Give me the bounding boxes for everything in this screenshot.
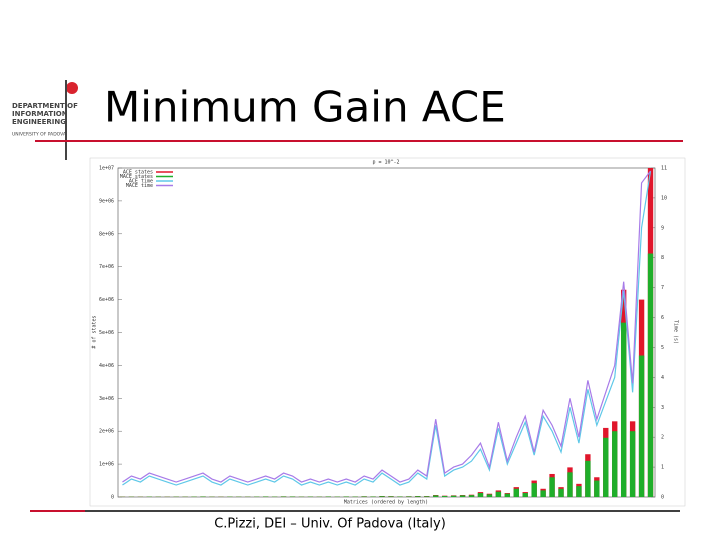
bar [406, 496, 411, 497]
bar [469, 495, 474, 497]
bar [585, 461, 590, 497]
slide-title: Minimum Gain ACE [104, 83, 506, 132]
bar [442, 496, 447, 497]
logo-text: ENGINEERING [12, 118, 66, 126]
bar [531, 483, 536, 497]
y2-tick-label: 10 [661, 195, 667, 201]
bar [567, 472, 572, 497]
y-tick-label: 1e+07 [99, 166, 114, 172]
bar [379, 496, 384, 497]
bar [281, 496, 286, 497]
bar [639, 356, 644, 497]
y2-tick-label: 4 [661, 375, 664, 381]
bar [496, 492, 501, 497]
bar [487, 494, 492, 497]
bar [612, 431, 617, 497]
bar [540, 490, 545, 497]
y2-tick-label: 0 [661, 495, 664, 501]
bar [505, 494, 510, 497]
bar [621, 323, 626, 497]
y2-tick-label: 7 [661, 285, 664, 291]
logo-text: DEPARTMENT OF [12, 102, 78, 110]
bar [549, 477, 554, 497]
y-tick-label: 0 [111, 495, 114, 501]
bar [478, 493, 483, 497]
chart-title: p = 10^-2 [372, 160, 399, 166]
y-tick-label: 5e+06 [99, 330, 114, 336]
bar [361, 496, 366, 497]
y-tick-label: 7e+06 [99, 264, 114, 270]
y2-tick-label: 11 [661, 166, 667, 172]
y2-axis-label: Time (s) [673, 320, 679, 344]
bar [594, 481, 599, 497]
logo-text: UNIVERSITY OF PADOVA [12, 132, 67, 138]
legend-label: MACE time [126, 183, 153, 189]
x-axis-label: Matrices (ordered by length) [344, 500, 428, 506]
y2-tick-label: 5 [661, 345, 664, 351]
y2-tick-label: 8 [661, 255, 664, 261]
logo-text: INFORMATION [12, 110, 68, 118]
y-tick-label: 6e+06 [99, 297, 114, 303]
logo-dot [66, 82, 78, 94]
y-tick-label: 4e+06 [99, 363, 114, 369]
bar [603, 438, 608, 497]
y2-tick-label: 6 [661, 315, 664, 321]
y2-tick-label: 1 [661, 465, 664, 471]
y-axis-label: # of states [92, 315, 98, 348]
y-tick-label: 8e+06 [99, 231, 114, 237]
y-tick-label: 9e+06 [99, 198, 114, 204]
bar [558, 489, 563, 497]
bar [514, 489, 519, 497]
y2-tick-label: 3 [661, 405, 664, 411]
y-tick-label: 2e+06 [99, 429, 114, 435]
bar [460, 495, 465, 497]
y-tick-label: 3e+06 [99, 396, 114, 402]
bar [523, 493, 528, 497]
bar [576, 486, 581, 497]
bar [424, 496, 429, 497]
bar [451, 496, 456, 497]
footer-text: C.Pizzi, DEI – Univ. Of Padova (Italy) [214, 517, 446, 532]
bar [630, 431, 635, 497]
bar [433, 495, 438, 497]
y2-tick-label: 9 [661, 225, 664, 231]
bar [648, 254, 653, 497]
bar [388, 496, 393, 497]
y2-tick-label: 2 [661, 435, 664, 441]
bar [415, 496, 420, 497]
y-tick-label: 1e+06 [99, 462, 114, 468]
